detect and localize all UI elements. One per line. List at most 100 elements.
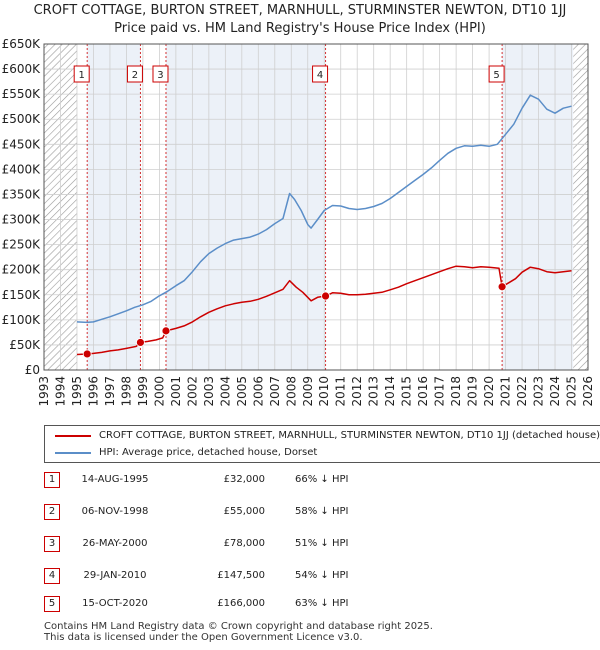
x-tick-label: 2012 <box>350 376 364 407</box>
sale-marker-box <box>73 65 90 83</box>
x-tick-label: 2007 <box>268 376 282 407</box>
x-tick-label: 2011 <box>334 376 348 407</box>
sale-point <box>497 282 507 292</box>
x-tick-label: 2009 <box>301 376 315 407</box>
sale-number-badge: 3 <box>44 536 60 552</box>
sale-date: 14-AUG-1995 <box>81 474 149 485</box>
sale-hpi-diff: 51% ↓ HPI <box>295 538 349 549</box>
x-tick-label: 2018 <box>449 376 463 407</box>
hatched-region-after-data <box>573 44 588 370</box>
price-chart: 1 2 3 4 5 £0 £50K £100K £150K £200K £250K £300K £35… <box>2 37 595 407</box>
y-tick-label: £200K <box>2 263 42 277</box>
sale-marker-label: 4 <box>317 70 323 81</box>
sale-period-band <box>165 44 326 370</box>
sale-date: 15-OCT-2020 <box>82 598 148 609</box>
plot-frame <box>43 43 589 371</box>
sale-number-badge: 2 <box>44 504 60 520</box>
y-tick-label: £450K <box>2 137 42 151</box>
chart-legend: CROFT COTTAGE, BURTON STREET, MARNHULL, … <box>44 425 600 463</box>
y-tick-label: £100K <box>2 313 42 327</box>
x-tick-label: 2015 <box>400 376 414 407</box>
footer-note: Contains HM Land Registry data © Crown c… <box>44 621 433 643</box>
sale-row: 3 26-MAY-2000 £78,000 51% ↓ HPI <box>0 534 600 554</box>
x-tick-label: 1997 <box>103 376 117 407</box>
title-line-2: Price paid vs. HM Land Registry's House … <box>114 21 486 36</box>
sale-marker-box <box>126 65 143 83</box>
sale-point <box>82 349 92 359</box>
sale-date: 29-JAN-2010 <box>83 570 147 581</box>
sale-point <box>136 338 145 347</box>
x-tick-label: 1998 <box>119 376 133 407</box>
sale-marker-box <box>312 65 329 83</box>
y-tick-label: £50K <box>9 338 41 352</box>
x-tick-label: 2008 <box>284 376 298 407</box>
sale-number-badge: 5 <box>44 596 60 612</box>
y-tick-label: £350K <box>2 187 42 201</box>
sale-row: 5 15-OCT-2020 £166,000 63% ↓ HPI <box>0 594 600 614</box>
legend-label-hpi: HPI: Average price, detached house, Dors… <box>99 447 318 458</box>
sale-marker-box <box>152 65 169 83</box>
sale-point <box>161 326 171 336</box>
y-tick-label: £250K <box>2 238 42 252</box>
sale-number-badge: 1 <box>44 472 60 488</box>
x-tick-label: 2026 <box>581 376 595 407</box>
x-tick-label: 2005 <box>235 376 249 407</box>
x-tick-label: 2001 <box>169 376 183 407</box>
x-tick-label: 2022 <box>515 376 529 407</box>
x-tick-label: 2000 <box>152 376 166 407</box>
legend-swatch-price <box>55 435 91 437</box>
sale-row: 4 29-JAN-2010 £147,500 54% ↓ HPI <box>0 566 600 586</box>
sale-point <box>321 291 330 301</box>
chart-title: CROFT COTTAGE, BURTON STREET, MARNHULL, … <box>0 2 600 38</box>
sale-marker-label: 5 <box>493 70 499 81</box>
x-tick-label: 2023 <box>532 376 546 407</box>
x-tick-label: 2010 <box>317 376 331 407</box>
x-tick-label: 1993 <box>37 376 51 407</box>
sale-hpi-diff: 58% ↓ HPI <box>295 506 349 517</box>
hpi-series-line <box>76 94 572 324</box>
sale-row: 2 06-NOV-1998 £55,000 58% ↓ HPI <box>0 502 600 522</box>
y-tick-label: £400K <box>2 162 42 176</box>
sale-period-band <box>502 44 574 370</box>
x-tick-label: 1996 <box>86 376 100 407</box>
sale-price: £78,000 <box>223 538 265 549</box>
sale-row: 1 14-AUG-1995 £32,000 66% ↓ HPI <box>0 470 600 490</box>
y-tick-label: £150K <box>2 288 42 302</box>
x-tick-label: 1999 <box>136 376 150 407</box>
y-tick-label: £550K <box>2 87 42 101</box>
sale-marker-label: 3 <box>157 70 163 81</box>
x-tick-label: 2020 <box>482 376 496 407</box>
legend-swatch-hpi <box>55 452 91 454</box>
sale-hpi-diff: 54% ↓ HPI <box>295 570 349 581</box>
sale-marker-label: 1 <box>79 70 85 81</box>
x-tick-label: 2016 <box>416 376 430 407</box>
sale-marker-label: 2 <box>132 70 138 81</box>
x-tick-label: 2024 <box>548 376 562 407</box>
x-tick-label: 2025 <box>565 376 579 407</box>
y-tick-label: £300K <box>2 213 42 227</box>
sale-price: £55,000 <box>223 506 265 517</box>
x-tick-label: 2021 <box>499 376 513 407</box>
x-tick-label: 2004 <box>218 376 232 407</box>
x-tick-label: 1995 <box>70 376 84 407</box>
x-tick-label: 1994 <box>53 376 67 407</box>
footer-line-2: This data is licensed under the Open Gov… <box>44 632 363 643</box>
x-tick-label: 2002 <box>185 376 199 407</box>
sale-price: £32,000 <box>223 474 265 485</box>
sale-hpi-diff: 63% ↓ HPI <box>295 598 349 609</box>
x-tick-label: 2019 <box>466 376 480 407</box>
sale-date: 26-MAY-2000 <box>82 538 148 549</box>
sale-hpi-diff: 66% ↓ HPI <box>295 474 349 485</box>
title-line-1: CROFT COTTAGE, BURTON STREET, MARNHULL, … <box>33 3 567 18</box>
x-tick-label: 2014 <box>383 376 397 407</box>
x-tick-label: 2013 <box>367 376 381 407</box>
sale-price: £147,500 <box>217 570 265 581</box>
sale-number-badge: 4 <box>44 568 60 584</box>
x-tick-label: 2003 <box>202 376 216 407</box>
sale-marker-box <box>488 65 505 83</box>
y-tick-label: £500K <box>2 112 42 126</box>
legend-label-price: CROFT COTTAGE, BURTON STREET, MARNHULL, … <box>99 430 600 441</box>
x-tick-label: 2006 <box>251 376 265 407</box>
sale-price: £166,000 <box>217 598 265 609</box>
sale-date: 06-NOV-1998 <box>81 506 149 517</box>
